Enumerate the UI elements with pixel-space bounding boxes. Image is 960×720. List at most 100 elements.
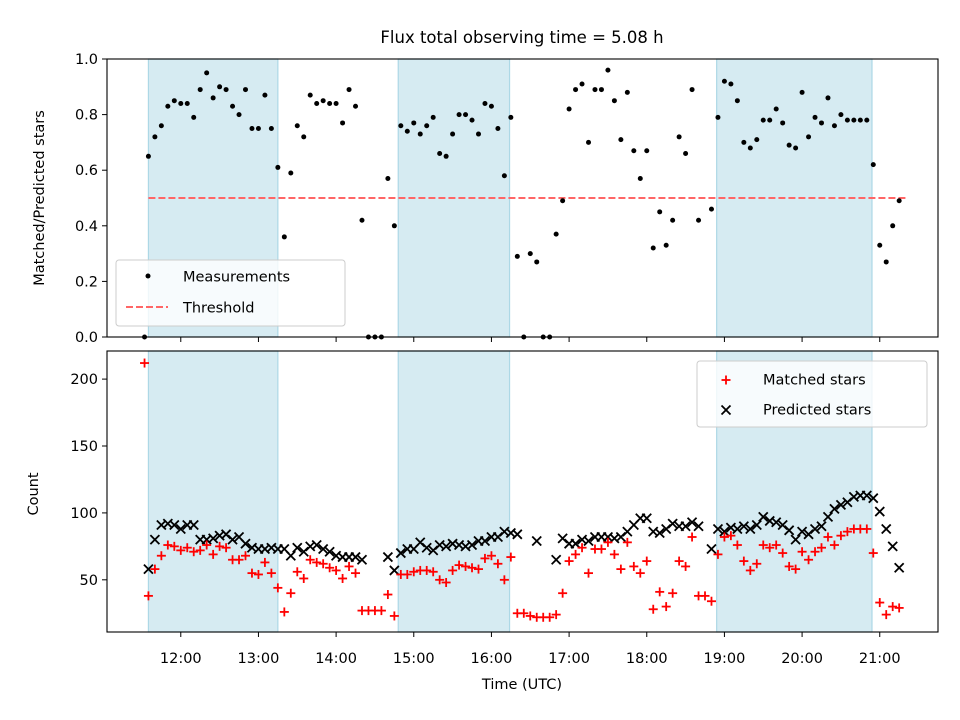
cross-stroke [686,517,698,528]
measurement-point [644,148,650,154]
measurement-point [165,103,171,109]
cross-stroke [848,491,860,502]
cross-stroke [641,513,652,524]
measurement-point [598,87,604,93]
measurement-point [883,259,889,265]
predicted-legend-marker [720,404,732,416]
predicted-star-point [583,535,594,547]
measurement-point [145,153,151,159]
cross-stroke [654,527,665,539]
measurement-point [586,139,592,145]
cross-stroke [712,523,724,535]
predicted-star-point [822,511,834,523]
measurement-point [637,176,643,182]
measurement-point [715,114,721,120]
measurements-legend-label: Measurements [183,270,290,286]
matched-star-point [713,549,723,559]
measurement-point [333,100,339,106]
predicted-star-point [835,499,847,511]
predicted-star-point [874,506,885,517]
matched-star-point [150,564,160,574]
matched-star-point [681,561,691,571]
measurement-point [663,242,669,248]
cross-stroke [751,519,762,531]
matched-star-point [318,559,328,569]
cross-stroke [609,533,620,544]
cross-stroke [894,562,905,573]
ratio-plot-frame [106,58,939,338]
cross-stroke [777,519,788,531]
cross-stroke [415,537,426,548]
measurement-point [340,120,346,126]
matched-legend-marker [721,375,731,385]
predicted-star-point [868,493,879,504]
cross-stroke [421,542,432,553]
ratio-y-tick-label: 0.2 [75,274,98,290]
matched-star-point [247,568,257,578]
predicted-star-point [149,534,161,545]
count-points [140,358,905,622]
cross-stroke [466,539,478,551]
cross-stroke [324,546,335,557]
matched-star-point [221,543,231,553]
predicted-star-point [395,547,406,559]
x-tick-label: 13:00 [238,651,280,667]
matched-star-point [868,548,878,558]
measurement-point [831,123,837,129]
predicted-legend-glyph [720,404,732,416]
measurement-point [838,112,844,118]
x-tick-label: 19:00 [704,651,746,667]
predicted-star-point [887,541,898,552]
matched-star-point [499,575,509,585]
cross-stroke [551,554,562,565]
matched-star-point [674,556,684,566]
predicted-star-point [389,565,400,576]
ratio-y-tick-label: 0.0 [75,330,98,346]
predicted-star-point [745,523,756,535]
cross-stroke [382,551,394,563]
measurement-point [353,103,359,109]
matched-star-point [163,540,173,550]
observing-window-band [397,350,511,633]
matched-star-point [558,588,568,598]
predicted-star-point [738,521,749,532]
measurement-point [230,103,236,109]
cross-stroke [771,517,782,528]
matched-star-point [719,532,729,542]
matched-star-point [305,555,315,565]
predicted-star-point [356,554,368,565]
cross-stroke [395,547,406,559]
cross-stroke [259,543,271,555]
x-tick-label: 18:00 [626,651,668,667]
measurement-point [696,217,702,223]
matched-star-point [862,524,872,534]
matched-star-point [473,564,483,574]
measurement-point [760,117,766,123]
matched-star-point [823,532,833,542]
matched-star-point [661,602,671,612]
measurement-point [281,234,287,240]
matched-star-point [700,591,710,601]
cross-stroke [233,531,245,543]
predicted-star-point [693,521,704,532]
matched-star-point [279,607,289,617]
matched-star-point [312,557,322,567]
matched-star-point [655,587,665,597]
count-plot-frame [106,350,939,633]
predicted-star-point [732,523,743,535]
cross-stroke [745,523,756,535]
matched-star-point [454,560,464,570]
cross-stroke [318,543,329,555]
ratio-y-axis: 0.0 0.2 0.4 0.6 0.8 1.0 [75,52,107,346]
matched-star-point [493,559,503,569]
measurement-point [236,112,242,118]
matched-star-point [571,549,581,559]
measurement-point [728,81,734,87]
matched-star-point [461,561,471,571]
measurement-point [857,117,863,123]
predicted-star-point [784,525,795,536]
matched-star-point [629,561,639,571]
matched-star-point [234,555,244,565]
matched-star-point [273,583,283,593]
predicted-star-point [641,513,652,524]
